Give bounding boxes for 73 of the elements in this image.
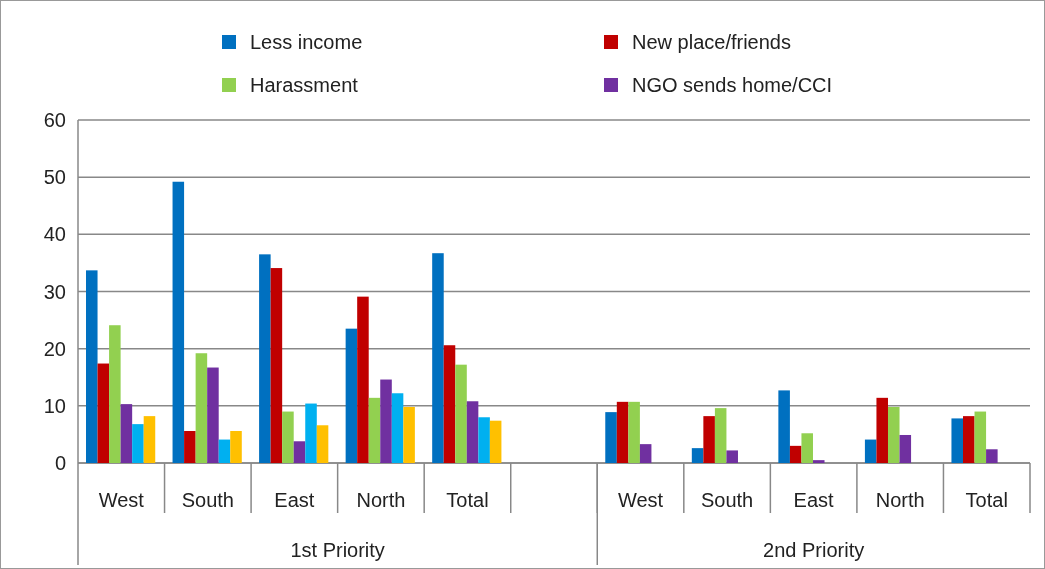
x-tick-label: West	[617, 489, 664, 511]
bar	[951, 418, 963, 463]
bar	[195, 353, 208, 463]
bar	[270, 268, 283, 463]
bar	[259, 254, 271, 463]
bar	[293, 441, 306, 463]
bar	[986, 449, 998, 463]
x-tick-label: Total	[965, 489, 1008, 511]
bar	[282, 411, 294, 463]
x-tick-label: East	[274, 489, 315, 511]
bar	[703, 416, 715, 463]
y-tick-label: 0	[54, 452, 66, 474]
bar	[899, 434, 912, 463]
legend-label: NGO sends home/CCI	[632, 74, 833, 96]
bar	[172, 181, 185, 463]
bar	[143, 416, 156, 463]
bar	[789, 445, 802, 463]
bar	[443, 345, 456, 463]
y-tick-label: 20	[43, 337, 66, 360]
x-tick-label: South	[700, 489, 754, 511]
bar	[639, 444, 652, 463]
bar	[109, 325, 121, 463]
x-tick-label: South	[181, 489, 234, 511]
bar	[184, 430, 196, 463]
bar	[489, 420, 502, 463]
y-tick-label: 60	[43, 109, 66, 131]
bar	[812, 460, 825, 463]
y-tick-label: 40	[43, 223, 66, 246]
bar	[357, 296, 369, 463]
bar	[132, 424, 144, 463]
bar	[726, 450, 738, 463]
y-tick-label: 50	[43, 166, 66, 189]
bar	[97, 363, 110, 463]
bar	[391, 393, 404, 463]
bar	[230, 430, 242, 463]
bar	[368, 397, 381, 463]
bar	[691, 448, 704, 463]
x-tick-label: North	[356, 489, 406, 511]
legend-label: New place/friends	[632, 31, 791, 53]
bar	[887, 406, 900, 463]
legend-label: Harassment	[250, 74, 359, 96]
bar	[864, 439, 877, 463]
bar	[403, 406, 415, 463]
bar	[207, 367, 219, 463]
x-tick-label: East	[793, 489, 835, 511]
bar	[628, 401, 640, 463]
legend-label: Less income	[250, 31, 363, 53]
bar	[316, 425, 329, 463]
bar	[305, 403, 317, 463]
bar	[801, 433, 813, 463]
bar	[478, 417, 490, 463]
bar	[86, 270, 98, 463]
x-tick-label: North	[875, 489, 925, 511]
bar	[345, 328, 358, 463]
y-tick-label: 10	[43, 394, 66, 417]
bar	[778, 390, 790, 463]
bar	[455, 364, 467, 463]
bar	[432, 253, 444, 463]
bar	[974, 411, 987, 463]
bar	[605, 412, 617, 463]
bar	[380, 379, 392, 463]
bar	[218, 439, 231, 463]
x-tick-label: Total	[446, 489, 489, 511]
bar	[714, 408, 727, 463]
bar	[466, 401, 479, 463]
bar	[120, 404, 133, 463]
bar	[876, 397, 888, 463]
text: 1st Priority	[290, 539, 385, 561]
x-tick-label: West	[98, 489, 145, 511]
text: 2nd Priority	[763, 539, 865, 561]
bar	[616, 401, 629, 463]
y-tick-label: 30	[43, 280, 66, 303]
bar	[962, 416, 975, 463]
